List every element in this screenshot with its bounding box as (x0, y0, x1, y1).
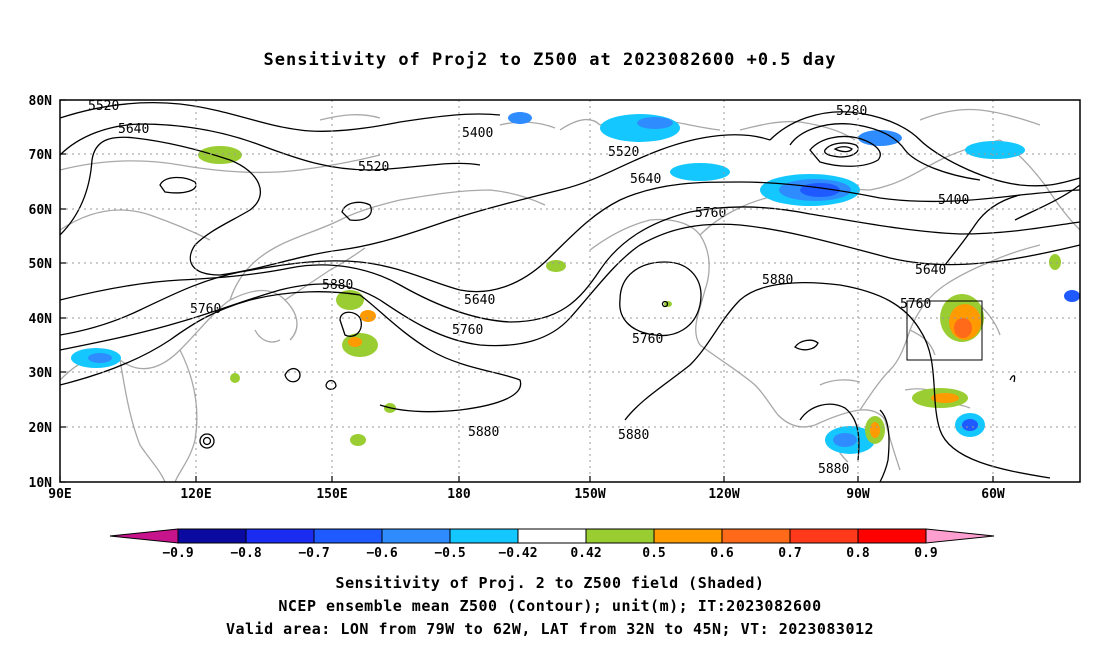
valid-area-box (906, 300, 983, 361)
contour-label: 5400 (938, 193, 969, 208)
lon-label: 120W (708, 487, 739, 502)
colorbar-low-extend (109, 528, 179, 544)
contour-label: 5280 (836, 104, 867, 119)
colorbar-high-extend (925, 528, 995, 544)
colorbar-label: −0.6 (366, 546, 397, 561)
lat-label: 50N (29, 257, 53, 272)
colorbar-label: 0.5 (642, 546, 665, 561)
colorbar-segment (789, 528, 859, 544)
colorbar-label: 0.6 (710, 546, 734, 561)
contour-label: 5400 (462, 126, 493, 141)
caption-line-1: Sensitivity of Proj. 2 to Z500 field (Sh… (335, 574, 765, 592)
lon-label: 150W (574, 487, 605, 502)
coastlines (59, 108, 1081, 483)
colorbar-label: −0.9 (162, 546, 193, 561)
colorbar-segment (653, 528, 723, 544)
contour-label: 5880 (468, 425, 499, 440)
colorbar-label: 0.8 (846, 546, 870, 561)
contour-labels: 5520 5640 5520 5400 5280 5520 5640 5760 … (88, 99, 969, 477)
lat-label: 10N (29, 476, 53, 491)
lat-label: 20N (29, 421, 53, 436)
contour-label: 5760 (695, 206, 726, 221)
contour-label: 5760 (900, 297, 931, 312)
lon-axis-labels: 90E 120E 150E 180 150W 120W 90W 60W (48, 487, 1005, 502)
colorbar-segment (585, 528, 655, 544)
lon-label: 60W (981, 487, 1005, 502)
axis-ticks (59, 99, 994, 483)
caption-line-3: Valid area: LON from 79W to 62W, LAT fro… (225, 620, 875, 638)
plot-area: 5520 5640 5520 5400 5280 5520 5640 5760 … (59, 99, 1081, 483)
contour-label: 5880 (618, 428, 649, 443)
colorbar-segment (857, 528, 927, 544)
lat-label: 40N (29, 312, 53, 327)
colorbar-label: −0.5 (434, 546, 465, 561)
lat-label: 60N (29, 203, 53, 218)
lat-axis-labels: 80N 70N 60N 50N 40N 30N 20N 10N (29, 94, 53, 491)
caption-line-2: NCEP ensemble mean Z500 (Contour); unit(… (278, 597, 822, 615)
map-title: Sensitivity of Proj2 to Z500 at 20230826… (263, 50, 837, 70)
lon-label: 90W (846, 487, 870, 502)
lat-label: 30N (29, 366, 53, 381)
lon-label: 150E (316, 487, 347, 502)
colorbar-label: −0.7 (298, 546, 329, 561)
colorbar-label: −0.8 (230, 546, 261, 561)
colorbar-label: 0.7 (778, 546, 801, 561)
colorbar: −0.9 −0.8 −0.7 −0.6 −0.5 −0.42 0.42 0.5 0.6 0.7 0.… (109, 528, 995, 561)
contour-label: 5640 (915, 263, 946, 278)
lon-label: 180 (447, 487, 471, 502)
contour-label: 5760 (190, 302, 221, 317)
gridlines (60, 100, 1080, 482)
contour-label: 5640 (464, 293, 495, 308)
colorbar-label: 0.42 (570, 546, 601, 561)
colorbar-segment (177, 528, 247, 544)
z500-contours (59, 102, 1081, 483)
lon-label: 120E (180, 487, 211, 502)
contour-label: 5880 (818, 462, 849, 477)
contour-label: 5640 (118, 122, 149, 137)
colorbar-segment (381, 528, 451, 544)
colorbar-segment (245, 528, 315, 544)
contour-label: 5880 (322, 278, 353, 293)
lat-label: 70N (29, 148, 53, 163)
colorbar-label: 0.9 (914, 546, 937, 561)
colorbar-label: −0.42 (498, 546, 537, 561)
colorbar-segment (517, 528, 587, 544)
colorbar-segment (313, 528, 383, 544)
colorbar-segment (449, 528, 519, 544)
contour-label: 5760 (452, 323, 483, 338)
lat-label: 80N (29, 94, 53, 109)
contour-label: 5640 (630, 172, 661, 187)
contour-label: 5520 (608, 145, 639, 160)
contour-label: 5520 (88, 99, 119, 114)
contour-label: 5760 (632, 332, 663, 347)
colorbar-segment (721, 528, 791, 544)
contour-label: 5520 (358, 160, 389, 175)
lon-label: 90E (48, 487, 71, 502)
contour-label: 5880 (762, 273, 793, 288)
